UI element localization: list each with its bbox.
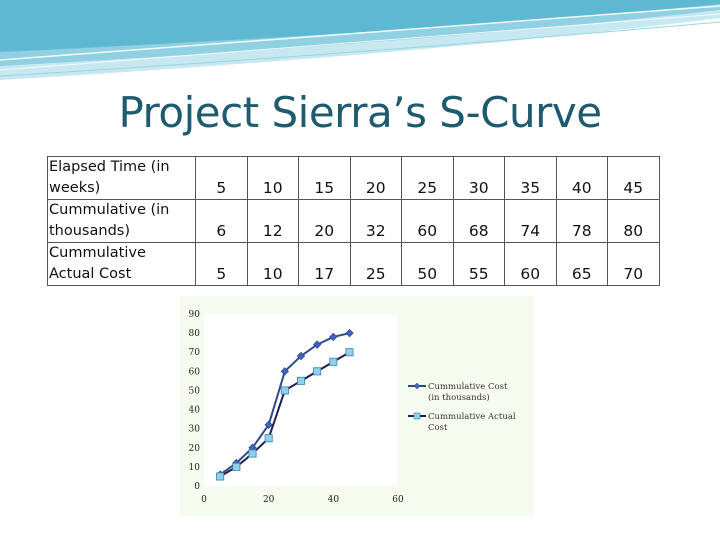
x-tick-label: 20 xyxy=(263,495,275,505)
table-cell: 25 xyxy=(349,242,402,286)
table-cell: 80 xyxy=(607,199,660,243)
y-tick-label: 10 xyxy=(189,463,201,473)
plot-area xyxy=(204,314,398,486)
table-cell: 15 xyxy=(298,156,351,200)
data-point xyxy=(280,386,289,395)
legend-entry: Cummulative Actual Cost xyxy=(428,412,516,433)
x-tick-label: 40 xyxy=(328,495,340,505)
table-cell: 40 xyxy=(555,156,608,200)
table-row: Cummulative Actual Cost 5 10 17 25 50 55 60 65 70 xyxy=(47,242,660,286)
table-cell: 70 xyxy=(607,242,660,286)
table-cell: 78 xyxy=(555,199,608,243)
y-tick-label: 80 xyxy=(189,329,201,339)
table-cell: 65 xyxy=(555,242,608,286)
row-label: Cummulative (in thousands) xyxy=(47,199,196,243)
y-tick-label: 90 xyxy=(189,310,201,320)
y-tick-label: 60 xyxy=(189,367,201,377)
table-cell: 32 xyxy=(349,199,402,243)
decorative-banner xyxy=(0,0,720,80)
row-label: Elapsed Time (in weeks) xyxy=(47,156,196,200)
data-point xyxy=(296,351,306,361)
data-point xyxy=(329,357,338,366)
legend-entry: Cummulative Cost (in thousands) xyxy=(428,382,508,403)
table-cell: 45 xyxy=(607,156,660,200)
data-point xyxy=(313,367,322,376)
data-point xyxy=(313,340,322,349)
legend-marker xyxy=(413,382,421,390)
table-cell: 12 xyxy=(246,199,299,243)
data-point xyxy=(248,449,257,458)
table-cell: 60 xyxy=(401,199,454,243)
table-row: Cummulative (in thousands) 6 12 20 32 60 68 74 7… xyxy=(47,199,660,243)
data-point xyxy=(345,328,354,338)
y-tick-label: 50 xyxy=(189,386,201,396)
y-tick-label: 30 xyxy=(189,425,201,435)
row-label: Cummulative Actual Cost xyxy=(47,242,196,286)
data-point xyxy=(232,462,241,471)
table-cell: 17 xyxy=(298,242,351,286)
table-cell: 50 xyxy=(401,242,454,286)
slide-title: Project Sierra’s S-Curve xyxy=(118,88,602,137)
x-tick-label: 0 xyxy=(201,495,207,505)
y-tick-label: 70 xyxy=(189,348,201,358)
x-tick-label: 60 xyxy=(392,495,404,505)
y-tick-label: 40 xyxy=(189,406,201,416)
table-row: Elapsed Time (in weeks) 5 10 15 20 25 30 35 40 45 xyxy=(47,156,660,200)
s-curve-chart: 0 10 20 30 40 50 60 70 80 90 0 20 40 60 Cummulative C… xyxy=(180,296,534,516)
table-cell: 25 xyxy=(401,156,454,200)
data-table: Elapsed Time (in weeks) 5 10 15 20 25 30 35 40 45… xyxy=(47,156,660,286)
table-cell: 30 xyxy=(452,156,505,200)
data-point xyxy=(345,348,354,357)
data-point xyxy=(264,420,273,430)
table-cell: 20 xyxy=(349,156,402,200)
table-cell: 35 xyxy=(504,156,557,200)
data-point xyxy=(297,376,306,385)
table-cell: 5 xyxy=(195,242,248,286)
table-cell: 60 xyxy=(504,242,557,286)
data-point xyxy=(216,472,225,481)
table-cell: 10 xyxy=(246,242,299,286)
y-tick-label: 0 xyxy=(194,482,200,492)
table-cell: 5 xyxy=(195,156,248,200)
table-cell: 74 xyxy=(504,199,557,243)
data-point xyxy=(329,332,338,342)
table-cell: 68 xyxy=(452,199,505,243)
legend-marker xyxy=(413,412,421,420)
table-cell: 20 xyxy=(298,199,351,243)
table-cell: 10 xyxy=(246,156,299,200)
table-cell: 6 xyxy=(195,199,248,243)
y-tick-label: 20 xyxy=(189,444,201,454)
table-cell: 55 xyxy=(452,242,505,286)
data-point xyxy=(264,434,273,443)
data-point xyxy=(280,367,289,376)
